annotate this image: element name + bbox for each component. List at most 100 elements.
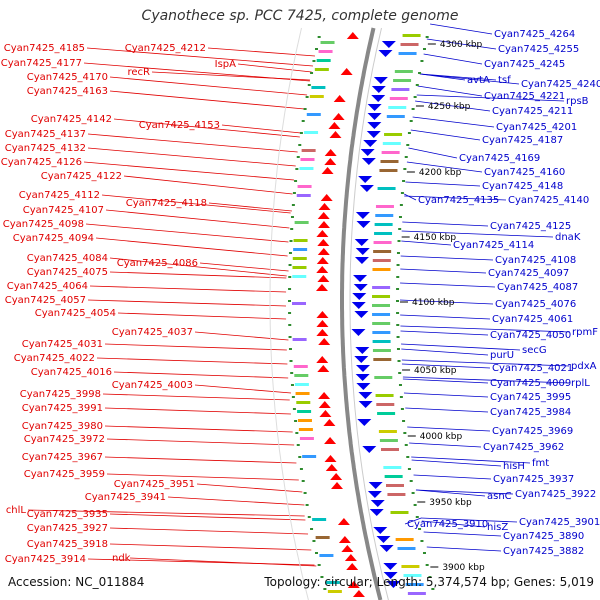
gene-label-right-short: avtA (467, 75, 490, 86)
gene-label-mid: Cyan7425_3941 (85, 492, 166, 503)
genome-title: Cyanothece sp. PCC 7425, complete genome (141, 8, 459, 24)
cog-bar (320, 41, 335, 44)
forward-gene-arrow (337, 518, 350, 525)
gene-leader-left (113, 118, 300, 138)
gene-label-left: Cyan7425_3914 (5, 554, 86, 565)
gene-label-right: Cyan7425_4264 (494, 29, 575, 40)
gene-label-right: Cyan7425_3962 (483, 442, 564, 453)
gene-label-left: Cyan7425_4185 (4, 43, 85, 54)
cog-bar (372, 340, 391, 343)
reverse-gene-arrow (363, 140, 378, 147)
gene-label-left: Cyan7425_4094 (13, 233, 94, 244)
gene-label-right: Cyan7425_3901 (519, 517, 600, 528)
reverse-gene-arrow (354, 311, 369, 318)
forward-gene-arrow (316, 320, 329, 327)
forward-gene-arrow (319, 410, 332, 417)
reverse-gene-arrow (369, 509, 384, 516)
gene-label-left: Cyan7425_3967 (22, 452, 103, 463)
gene-label-left: Cyan7425_4177 (1, 58, 82, 69)
forward-gene-arrow (316, 329, 329, 336)
forward-gene-arrow (324, 455, 337, 462)
gene-leader-right-short (401, 230, 554, 238)
gene-leader-right (417, 85, 483, 97)
gene-leader-mid (151, 71, 311, 81)
gene-label-right: Cyan7425_4097 (488, 268, 569, 279)
reverse-gene-arrow (355, 365, 370, 372)
reverse-gene-arrow (355, 248, 370, 255)
reverse-gene-arrow (351, 302, 366, 309)
reverse-gene-arrow (359, 185, 374, 192)
cog-bar (391, 88, 410, 91)
cog-bar (314, 68, 329, 71)
tick-label: 4000 kbp (420, 432, 463, 442)
gene-leader-right (400, 268, 487, 274)
gene-label-right: Cyan7425_4255 (498, 44, 579, 55)
cog-bar (325, 581, 340, 584)
gene-label-left: Cyan7425_3935 (27, 509, 108, 520)
cog-bar (398, 52, 417, 55)
reverse-gene-arrow (354, 257, 369, 264)
gene-label-left: Cyan7425_4098 (3, 219, 84, 230)
cog-bar (374, 232, 393, 235)
cog-bar (383, 466, 402, 469)
gc-mark (288, 288, 292, 290)
cog-bar (377, 412, 396, 415)
gene-label-left: chlL (6, 505, 27, 516)
gene-leader-left (89, 285, 287, 293)
gene-leader-left (95, 237, 288, 257)
gene-leader-left (101, 194, 291, 214)
cog-bar (373, 241, 392, 244)
gene-leader-left (109, 271, 287, 279)
forward-gene-arrow (340, 68, 353, 75)
gene-leader-right-short (401, 348, 489, 356)
gc-mark (422, 48, 426, 50)
cog-bar (302, 455, 317, 458)
reverse-gene-arrow (355, 374, 370, 381)
cog-bar (309, 95, 324, 98)
gc-mark (403, 432, 407, 434)
gc-mark (411, 108, 415, 110)
gene-leader-left (109, 543, 312, 551)
gc-mark (397, 360, 401, 362)
gene-leader-right (403, 392, 489, 398)
gc-mark (288, 312, 292, 314)
reverse-gene-arrow (383, 572, 398, 579)
gene-label-right: Cyan7425_3922 (515, 489, 596, 500)
forward-gene-arrow (317, 212, 330, 219)
gene-leader-right (407, 426, 491, 432)
accession-label: Accession: NC_011884 (8, 575, 145, 589)
forward-gene-arrow (324, 149, 337, 156)
tick-label: 4200 kbp (419, 168, 462, 178)
gene-leader-left (109, 527, 309, 535)
gc-mark (303, 108, 307, 110)
gc-mark (295, 432, 299, 434)
gene-label-right-short: tsf (498, 75, 511, 86)
gene-label-mid: Cyan7425_4212 (125, 43, 206, 54)
gc-mark (411, 492, 415, 494)
gc-mark (396, 300, 399, 302)
gc-mark (400, 192, 404, 194)
tick-label: 4300 kbp (440, 40, 483, 50)
forward-gene-arrow (318, 338, 331, 345)
reverse-gene-arrow (355, 347, 370, 354)
cog-bar (395, 538, 414, 541)
forward-gene-arrow (324, 158, 337, 165)
cog-bar (372, 286, 391, 289)
forward-gene-arrow (320, 194, 333, 201)
gene-leader-left (109, 90, 305, 110)
feature-rings (269, 27, 435, 600)
cog-bar (294, 383, 309, 386)
gc-mark (409, 120, 413, 122)
cog-bar (318, 50, 333, 53)
gc-mark (307, 84, 311, 86)
gc-mark (288, 264, 292, 266)
gene-leader-left (105, 209, 290, 229)
tick-label: 4150 kbp (414, 233, 457, 243)
gc-mark (407, 468, 411, 470)
gene-label-right: Cyan7425_4050 (490, 330, 571, 341)
gene-label-right: Cyan7425_4211 (492, 106, 573, 117)
forward-gene-arrow (316, 230, 329, 237)
cog-bar (304, 131, 319, 134)
gene-label-right-short: pdxA (571, 361, 597, 372)
gc-mark (301, 120, 305, 122)
